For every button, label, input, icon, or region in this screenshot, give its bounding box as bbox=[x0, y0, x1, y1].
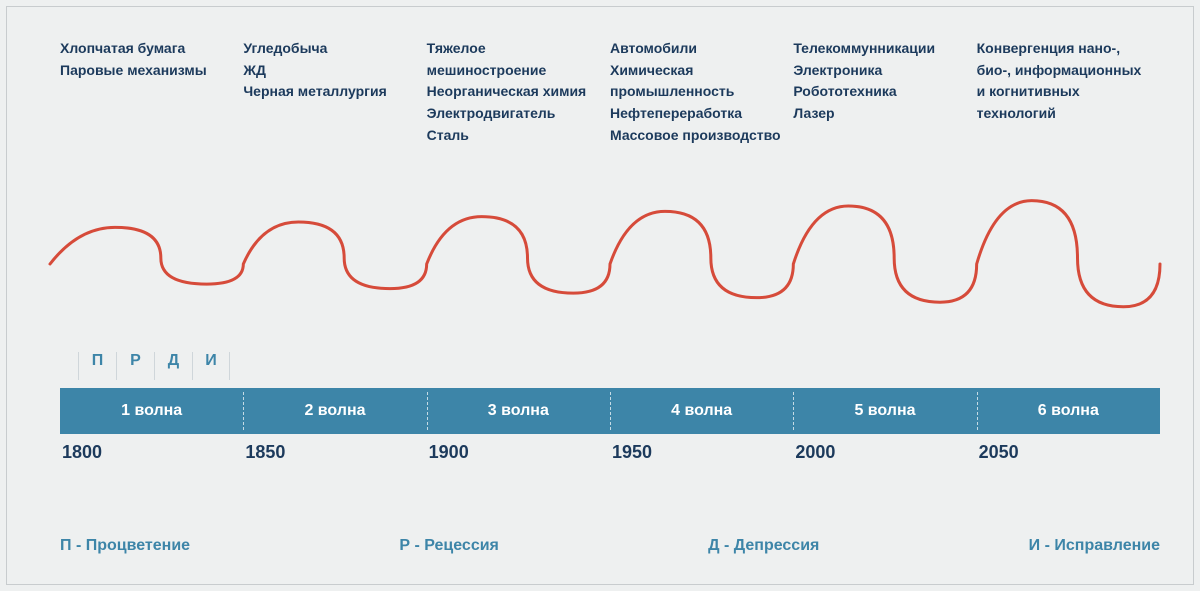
tech-column-1: Хлопчатая бумагаПаровые механизмы bbox=[60, 38, 243, 146]
tech-item: Паровые механизмы bbox=[60, 60, 231, 82]
wave-path bbox=[50, 201, 1160, 307]
tech-item: Робототехника bbox=[793, 81, 964, 103]
tech-item: Тяжелое мешиностроение bbox=[427, 38, 598, 81]
legend-item-3: И - Исправление bbox=[1029, 537, 1160, 555]
phase-markers-row: ПРДИ bbox=[78, 352, 230, 380]
tech-item: Неорганическая химия bbox=[427, 81, 598, 103]
year-label-2000: 2000 bbox=[793, 442, 976, 463]
diagram-container: Хлопчатая бумагаПаровые механизмыУгледоб… bbox=[0, 0, 1200, 591]
legend-item-1: Р - Рецессия bbox=[399, 537, 499, 555]
tech-item: Лазер bbox=[793, 103, 964, 125]
wave-cell-1: 1 волна bbox=[60, 388, 243, 434]
tech-item: Электроника bbox=[793, 60, 964, 82]
legend-item-2: Д - Депрессия bbox=[708, 537, 819, 555]
tech-item: Телекоммунникации bbox=[793, 38, 964, 60]
tech-item: Нефтепереработка bbox=[610, 103, 781, 125]
tech-item: Черная металлургия bbox=[243, 81, 414, 103]
year-label-1950: 1950 bbox=[610, 442, 793, 463]
tech-item: ЖД bbox=[243, 60, 414, 82]
tech-item: Химическая промышленность bbox=[610, 60, 781, 103]
wave-chart bbox=[60, 170, 1160, 330]
wave-cell-4: 4 волна bbox=[610, 388, 793, 434]
wave-cell-6: 6 волна bbox=[977, 388, 1160, 434]
timeline-band: 1 волна2 волна3 волна4 волна5 волна6 вол… bbox=[60, 388, 1160, 434]
tech-item: Автомобили bbox=[610, 38, 781, 60]
tech-column-3: Тяжелое мешиностроениеНеорганическая хим… bbox=[427, 38, 610, 146]
year-label-1900: 1900 bbox=[427, 442, 610, 463]
phase-marker-Р: Р bbox=[116, 352, 154, 380]
wave-cell-2: 2 волна bbox=[243, 388, 426, 434]
tech-item: Хлопчатая бумага bbox=[60, 38, 231, 60]
legend-item-0: П - Процветение bbox=[60, 537, 190, 555]
tech-column-4: АвтомобилиХимическая промышленностьНефте… bbox=[610, 38, 793, 146]
wave-cell-5: 5 волна bbox=[793, 388, 976, 434]
phase-marker-П: П bbox=[78, 352, 116, 380]
tech-column-6: Конвергенция нано-, био-, информационных… bbox=[977, 38, 1160, 146]
phase-marker-Д: Д bbox=[154, 352, 192, 380]
year-labels: 180018501900195020002050 bbox=[60, 442, 1160, 463]
wave-cell-3: 3 волна bbox=[427, 388, 610, 434]
tech-column-5: ТелекоммунникацииЭлектроникаРобототехник… bbox=[793, 38, 976, 146]
year-label-1800: 1800 bbox=[60, 442, 243, 463]
tech-item: Конвергенция нано-, био-, информационных… bbox=[977, 38, 1148, 125]
year-label-2050: 2050 bbox=[977, 442, 1160, 463]
phase-marker-И: И bbox=[192, 352, 230, 380]
technology-columns: Хлопчатая бумагаПаровые механизмыУгледоб… bbox=[60, 38, 1160, 146]
tech-item: Электродвигатель bbox=[427, 103, 598, 125]
tech-item: Сталь bbox=[427, 125, 598, 147]
year-label-1850: 1850 bbox=[243, 442, 426, 463]
legend-row: П - Процветение Р - Рецессия Д - Депрессия… bbox=[60, 537, 1160, 555]
tech-item: Угледобыча bbox=[243, 38, 414, 60]
tech-column-2: УгледобычаЖДЧерная металлургия bbox=[243, 38, 426, 146]
tech-item: Массовое производство bbox=[610, 125, 781, 147]
